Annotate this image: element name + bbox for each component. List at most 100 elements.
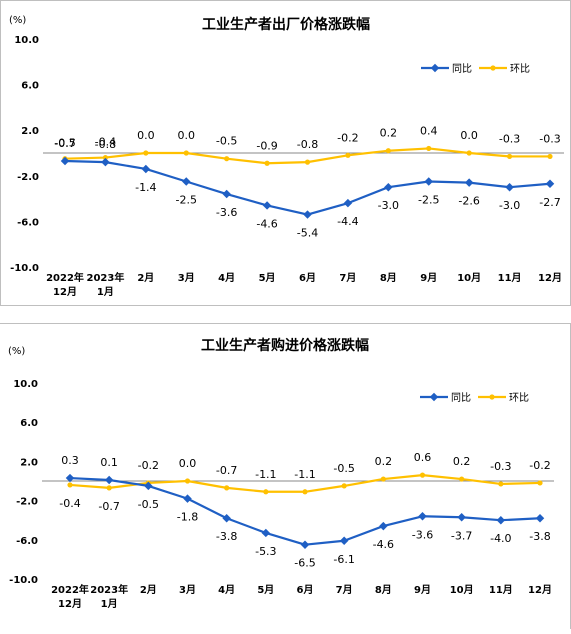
data-point-yoy <box>65 473 75 483</box>
data-label-mom: 0.6 <box>414 451 432 464</box>
data-label-mom: 0.0 <box>179 457 197 470</box>
x-tick-label-line: 2月 <box>137 272 154 284</box>
x-tick-label-line: 8月 <box>375 584 392 596</box>
data-label-yoy: -4.6 <box>373 538 394 551</box>
data-point-yoy <box>545 179 555 189</box>
data-label-mom: 0.2 <box>375 455 393 468</box>
data-label-mom: -0.5 <box>333 462 354 475</box>
x-tick-label: 3月 <box>179 584 196 596</box>
output-price-chart: 工业生产者出厂价格涨跌幅 (%) 10.0 6.0 2.0 -2.0 -6.0 -10.0 20… <box>9 15 564 298</box>
y-tick-label: -6.0 <box>17 217 39 228</box>
data-point-mom <box>183 150 189 156</box>
x-tick-label-line: 9月 <box>414 584 431 596</box>
x-tick-label: 2022年 12月 <box>51 583 89 610</box>
data-label-mom: -1.1 <box>294 468 315 481</box>
x-tick-label: 2月 <box>140 584 157 596</box>
x-tick-label: 8月 <box>380 272 397 284</box>
y-unit-label: (%) <box>9 15 26 26</box>
x-tick-label: 6月 <box>299 272 316 284</box>
data-label-yoy: -3.8 <box>216 530 237 543</box>
x-tick-label-line: 8月 <box>380 272 397 284</box>
x-tick-label-line: 5月 <box>259 272 276 284</box>
data-label-mom: 0.2 <box>453 455 471 468</box>
x-tick-label: 2月 <box>137 272 154 284</box>
x-tick-label: 7月 <box>336 584 353 596</box>
data-point-mom <box>459 476 465 482</box>
data-point-yoy <box>261 528 271 538</box>
data-point-yoy <box>144 481 153 491</box>
data-point-mom <box>224 156 230 162</box>
y-tick-label: -10.0 <box>10 263 39 274</box>
data-point-yoy <box>424 177 433 186</box>
y-tick-label: -2.0 <box>16 497 38 508</box>
x-tick-label: 3月 <box>178 272 195 284</box>
data-label-yoy: -2.5 <box>176 194 197 207</box>
data-point-mom <box>341 483 347 489</box>
y-tick-label: 2.0 <box>21 126 39 137</box>
x-tick-label-line: 11月 <box>489 584 513 596</box>
x-tick-label-line: 2023年 <box>90 583 128 596</box>
data-point-yoy <box>339 536 349 546</box>
data-point-mom <box>537 480 543 486</box>
x-tick-label-line: 12月 <box>538 272 562 284</box>
data-point-mom <box>506 153 513 160</box>
data-label-yoy: -1.4 <box>135 181 156 194</box>
x-tick-label-line: 7月 <box>336 584 353 596</box>
x-tick-label-line: 11月 <box>498 272 522 284</box>
x-tick-label-line: 1月 <box>101 598 118 610</box>
x-tick-label: 8月 <box>375 584 392 596</box>
x-tick-label-line: 3月 <box>178 272 195 284</box>
x-tick-label: 5月 <box>259 272 276 284</box>
data-point-mom <box>224 485 230 491</box>
data-point-mom <box>345 152 351 158</box>
y-tick-label: -6.0 <box>16 536 38 547</box>
data-point-yoy <box>379 521 388 531</box>
chart-title: 工业生产者购进价格涨跌幅 <box>201 337 369 354</box>
data-point-yoy <box>384 182 393 192</box>
chart-title: 工业生产者出厂价格涨跌幅 <box>202 16 370 33</box>
data-point-mom <box>304 159 311 165</box>
x-tick-label: 12月 <box>538 272 562 284</box>
data-point-mom <box>184 478 191 484</box>
data-label-mom: -0.8 <box>297 138 318 151</box>
data-label-yoy: -6.1 <box>333 553 354 566</box>
data-label-yoy: 0.1 <box>100 456 118 469</box>
data-point-mom <box>547 153 553 160</box>
x-tick-label-line: 2023年 <box>86 271 124 284</box>
x-tick-label-line: 12月 <box>53 286 77 298</box>
x-tick-label: 4月 <box>218 584 235 596</box>
data-label-yoy: -5.3 <box>255 545 276 558</box>
legend-label-mom: 环比 <box>510 63 530 75</box>
data-label-mom: -1.1 <box>255 468 276 481</box>
data-point-yoy <box>300 540 310 549</box>
x-tick-label-line: 6月 <box>299 272 316 284</box>
data-point-yoy <box>222 189 231 199</box>
x-tick-label-line: 10月 <box>457 272 481 284</box>
data-label-yoy: -4.4 <box>337 215 358 228</box>
x-tick-label-line: 4月 <box>218 272 235 284</box>
x-tick-label: 10月 <box>457 272 481 284</box>
data-label-yoy: -2.5 <box>418 194 439 207</box>
x-tick-label-line: 4月 <box>218 584 235 596</box>
y-tick-label: 6.0 <box>21 81 39 92</box>
x-tick-label: 11月 <box>498 272 522 284</box>
data-point-mom <box>380 476 386 482</box>
data-point-yoy <box>262 201 272 210</box>
data-label-mom: -0.3 <box>490 460 511 473</box>
data-label-yoy: -3.6 <box>216 206 237 219</box>
data-label-mom: -0.7 <box>216 464 237 477</box>
data-label-yoy: -4.6 <box>256 217 277 230</box>
data-label-mom: -0.5 <box>216 135 237 148</box>
legend-label-yoy: 同比 <box>452 63 472 75</box>
data-point-mom <box>264 160 270 166</box>
data-label-yoy: -3.0 <box>378 199 399 212</box>
data-label-yoy: -3.0 <box>499 199 520 212</box>
data-label-yoy: -3.8 <box>529 530 550 543</box>
data-point-yoy <box>505 182 514 192</box>
data-label-mom: 0.2 <box>380 127 398 140</box>
data-point-mom <box>67 482 73 488</box>
data-point-yoy <box>535 513 545 523</box>
data-label-mom: 0.0 <box>137 129 155 142</box>
data-label-yoy: 0.3 <box>61 454 79 467</box>
